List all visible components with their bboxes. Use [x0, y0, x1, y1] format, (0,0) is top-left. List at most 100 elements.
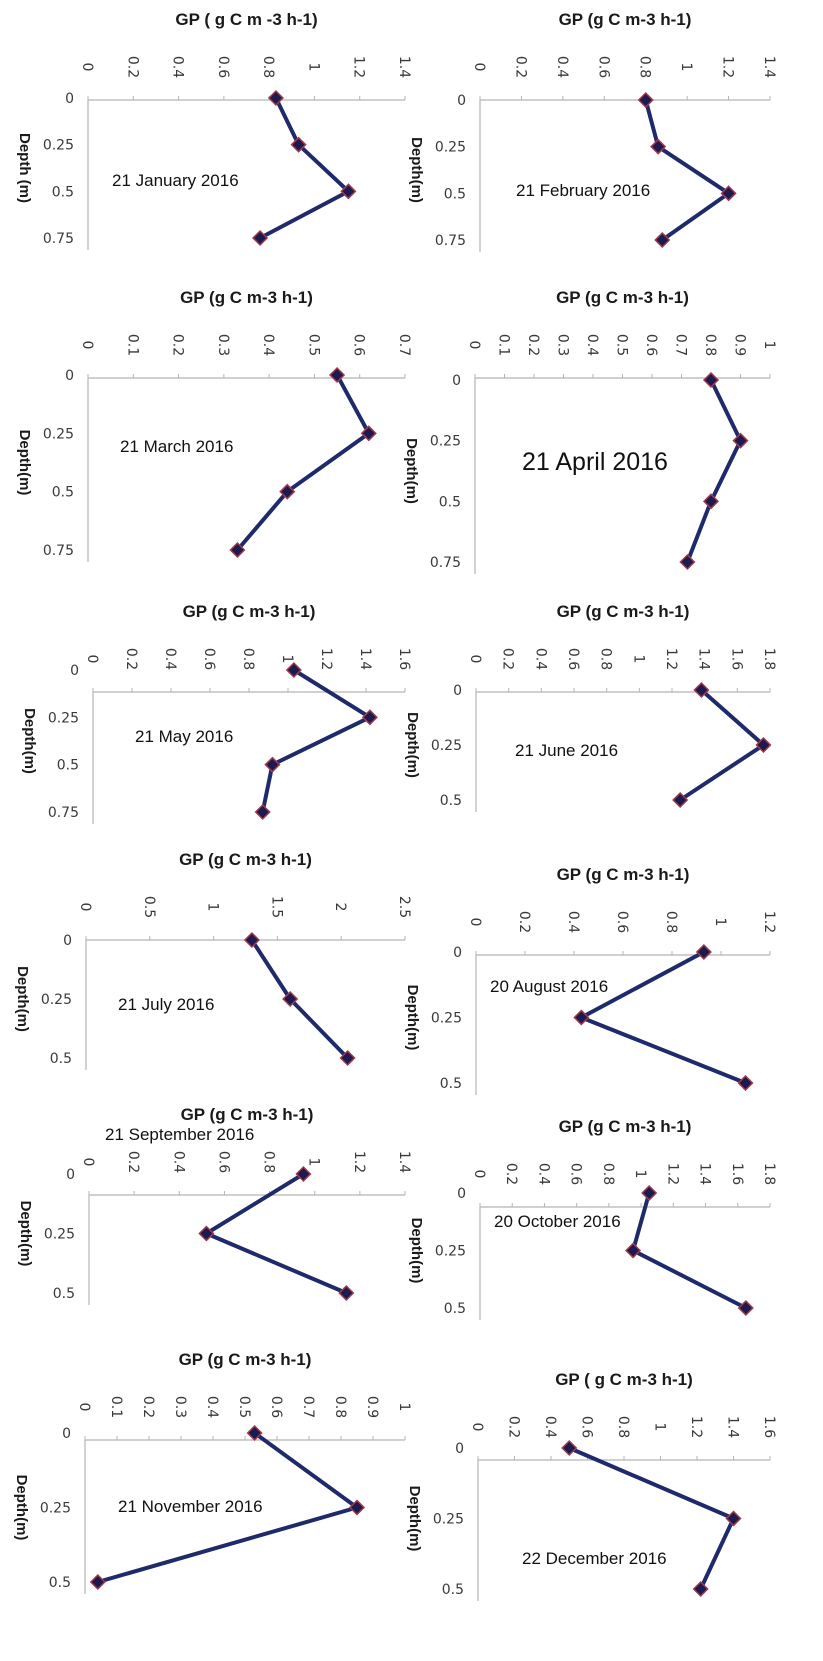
date-label: 21 May 2016 — [135, 727, 233, 746]
date-label: 20 October 2016 — [494, 1212, 621, 1231]
data-point — [720, 185, 737, 202]
y-tick-label: 0 — [70, 663, 79, 679]
chart-title: GP (g C m-3 h-1) — [556, 288, 689, 307]
x-tick-label: 1 — [205, 903, 221, 912]
x-tick-label: 1 — [761, 341, 777, 350]
gp-series-line — [204, 1172, 348, 1295]
data-point — [348, 1499, 366, 1516]
x-tick-label: 1.6 — [728, 648, 744, 670]
x-tick-label: 0.5 — [236, 1396, 252, 1418]
x-tick-label: 0 — [467, 918, 483, 927]
x-tick-label: 0.4 — [565, 911, 581, 933]
x-tick-label: 0 — [471, 1170, 487, 1179]
data-point — [672, 791, 689, 809]
panel-8: GP (g C m-3 h-1) 0 0.2 0.4 0.6 0.8 1 1.2 0 0.25 0.… — [404, 865, 777, 1095]
data-point — [755, 736, 772, 754]
x-tick-label: 1.2 — [318, 648, 334, 670]
x-tick-label: 0.2 — [124, 56, 140, 78]
x-tick-label: 0.4 — [162, 648, 178, 670]
y-axis-label: Depth(m) — [408, 137, 425, 203]
gp-series-line — [250, 938, 350, 1060]
x-tick-label: 1.2 — [761, 911, 777, 933]
x-tick-label: 1.2 — [664, 1163, 680, 1185]
panel-9: GP (g C m-3 h-1) 0 0.2 0.4 0.6 0.8 1 1.2 1.4 0 0.2… — [17, 1105, 412, 1305]
x-tick-label: 0.6 — [565, 648, 581, 670]
y-tick-label: 0.25 — [40, 1501, 71, 1517]
gp-series-line — [260, 668, 372, 813]
x-tick-label: 1.4 — [696, 648, 712, 670]
date-label: 20 August 2016 — [490, 977, 608, 996]
x-tick-label: 1.8 — [761, 1163, 777, 1185]
y-tick-label: 0 — [65, 368, 74, 384]
y-tick-label: 0 — [457, 93, 466, 109]
y-tick-label: 0 — [457, 1186, 466, 1202]
data-point — [282, 990, 299, 1008]
date-label: 21 September 2016 — [105, 1125, 254, 1144]
x-tick-label: 1 — [396, 1403, 412, 1412]
x-tick-label: 0.1 — [124, 334, 140, 356]
y-tick-label: 0.25 — [435, 1244, 466, 1260]
y-tick-label: 0 — [66, 1167, 75, 1183]
chart-title: GP (g C m-3 h-1) — [179, 1350, 312, 1369]
x-tick-label: 0 — [467, 655, 483, 664]
x-tick-label: 0.7 — [673, 334, 689, 356]
y-axis-label: Depth(m) — [406, 1486, 423, 1552]
gp-series-line — [235, 374, 371, 552]
data-point — [679, 553, 696, 571]
data-point — [692, 1580, 709, 1598]
x-tick-label: 1.2 — [351, 1151, 367, 1173]
x-tick-label: 0.8 — [261, 1151, 277, 1173]
x-tick-label: 0.5 — [305, 334, 321, 356]
x-tick-label: 1.4 — [357, 648, 373, 670]
x-tick-label: 1 — [279, 655, 295, 664]
x-tick-label: 1.8 — [761, 648, 777, 670]
y-tick-label: 0.5 — [440, 793, 462, 809]
y-tick-label: 0.25 — [48, 710, 79, 726]
x-tick-label: 0 — [469, 1423, 485, 1432]
y-tick-label: 0.25 — [44, 1227, 75, 1243]
y-axis-label: Depth(m) — [13, 1475, 30, 1541]
x-tick-label: 0.8 — [615, 1416, 631, 1438]
x-tick-label: 1.2 — [663, 648, 679, 670]
x-tick-label: 0.2 — [525, 334, 541, 356]
chart-title: GP (g C m-3 h-1) — [557, 602, 690, 621]
x-tick-label: 0.4 — [584, 334, 600, 356]
x-tick-label: 0.8 — [663, 911, 679, 933]
x-tick-label: 1.2 — [351, 56, 367, 78]
chart-title: GP (g C m-3 h-1) — [180, 288, 313, 307]
date-label: 21 April 2016 — [522, 448, 668, 476]
x-tick-label: 0.3 — [215, 334, 231, 356]
x-tick-label: 0.5 — [614, 334, 630, 356]
x-tick-label: 0.6 — [579, 1416, 595, 1438]
x-tick-label: 0.4 — [170, 56, 186, 78]
y-tick-label: 0.5 — [442, 1582, 464, 1598]
date-label: 21 January 2016 — [112, 171, 239, 190]
y-axis-label: Depth(m) — [14, 966, 31, 1032]
y-tick-label: 0.5 — [53, 1286, 75, 1302]
gp-series-line — [579, 950, 747, 1085]
x-tick-label: 0.1 — [496, 334, 512, 356]
data-point — [198, 1225, 215, 1242]
x-tick-label: 0.8 — [598, 648, 614, 670]
y-tick-label: 0.25 — [430, 434, 461, 450]
data-point — [573, 1009, 590, 1026]
gp-series-line — [259, 97, 351, 240]
y-tick-label: 0.5 — [440, 1076, 462, 1092]
y-tick-label: 0.25 — [435, 140, 466, 156]
y-tick-label: 0.75 — [43, 543, 74, 559]
y-tick-label: 0 — [452, 373, 461, 389]
gp-series-line — [685, 379, 743, 563]
x-tick-label: 0.4 — [535, 1163, 551, 1185]
x-tick-label: 1.4 — [761, 56, 777, 78]
x-tick-label: 0 — [80, 1158, 96, 1167]
x-tick-label: 0 — [76, 1403, 92, 1412]
data-point — [702, 493, 720, 510]
y-tick-label: 0 — [453, 683, 462, 699]
y-tick-label: 0.5 — [439, 494, 461, 510]
x-tick-label: 0.8 — [702, 334, 718, 356]
y-axis-label: Depth (m) — [16, 133, 33, 203]
y-tick-label: 0.75 — [430, 555, 461, 571]
data-point — [624, 1242, 642, 1259]
data-point — [725, 1510, 742, 1527]
